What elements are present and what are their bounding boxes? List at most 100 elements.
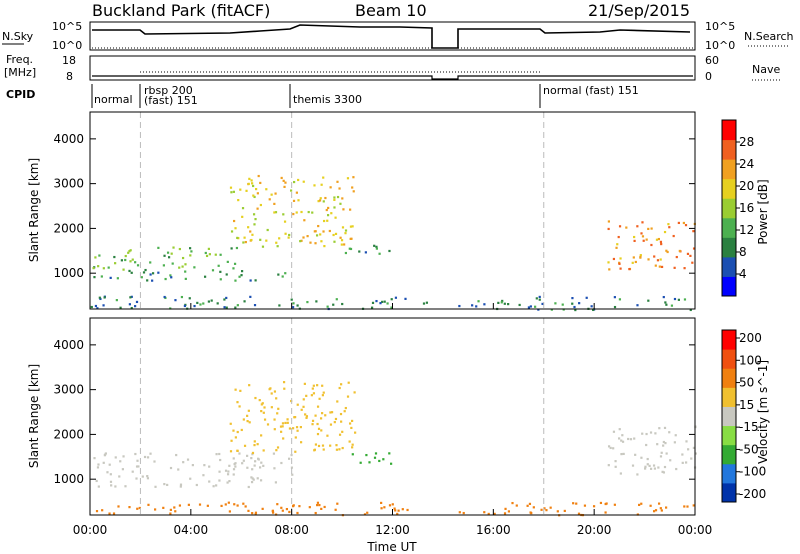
data-cell bbox=[607, 464, 610, 467]
nsky-label: N.Sky bbox=[2, 30, 34, 43]
data-cell bbox=[259, 203, 262, 207]
data-cell bbox=[669, 459, 672, 462]
data-cell bbox=[229, 450, 233, 453]
data-cell bbox=[662, 295, 665, 299]
data-cell bbox=[323, 505, 326, 509]
data-cell bbox=[225, 273, 228, 276]
data-cell bbox=[320, 183, 323, 186]
data-cell bbox=[507, 510, 511, 513]
data-cell bbox=[326, 434, 329, 437]
data-cell bbox=[681, 453, 684, 456]
data-cell bbox=[97, 485, 100, 488]
data-cell bbox=[256, 443, 259, 446]
data-cell bbox=[268, 388, 271, 391]
data-cell bbox=[563, 509, 566, 513]
data-cell bbox=[310, 394, 313, 397]
data-cell bbox=[146, 474, 149, 478]
data-cell bbox=[230, 230, 234, 233]
data-cell bbox=[622, 452, 625, 456]
data-cell bbox=[312, 384, 315, 387]
data-cell bbox=[299, 240, 302, 243]
data-cell bbox=[353, 391, 356, 394]
data-cell bbox=[243, 444, 247, 447]
data-cell bbox=[653, 467, 657, 470]
data-cell bbox=[274, 192, 277, 195]
x-tick-label: 16:00 bbox=[476, 523, 511, 537]
data-cell bbox=[341, 446, 344, 450]
data-cell bbox=[683, 267, 686, 270]
colorbar-tick-label: -200 bbox=[739, 487, 766, 501]
data-cell bbox=[321, 444, 325, 447]
data-cell bbox=[313, 230, 316, 233]
data-cell bbox=[692, 230, 695, 233]
data-cell bbox=[333, 198, 336, 202]
data-cell bbox=[608, 268, 611, 271]
data-cell bbox=[654, 509, 658, 512]
data-cell bbox=[223, 298, 226, 301]
data-cell bbox=[636, 473, 639, 476]
data-cell bbox=[618, 298, 622, 301]
data-cell bbox=[641, 221, 644, 224]
data-cell bbox=[109, 473, 112, 476]
data-cell bbox=[341, 302, 344, 306]
data-cell bbox=[677, 221, 680, 225]
data-cell bbox=[657, 466, 660, 469]
data-cell bbox=[242, 502, 245, 505]
data-cell bbox=[275, 449, 278, 452]
data-cell bbox=[215, 453, 218, 456]
colorbar-tick-label: 12 bbox=[739, 223, 754, 237]
data-cell bbox=[634, 260, 637, 264]
data-cell bbox=[314, 414, 317, 417]
data-cell bbox=[184, 277, 187, 280]
data-cell bbox=[657, 502, 661, 505]
data-cell bbox=[130, 271, 133, 274]
data-cell bbox=[282, 179, 285, 182]
data-cell bbox=[280, 176, 283, 180]
data-cell bbox=[169, 274, 172, 277]
data-cell bbox=[541, 302, 544, 306]
data-cell bbox=[287, 236, 290, 239]
data-cell bbox=[169, 307, 172, 310]
data-cell bbox=[288, 510, 291, 514]
data-cell bbox=[618, 437, 621, 440]
data-cell bbox=[218, 479, 221, 482]
data-cell bbox=[631, 464, 635, 467]
data-cell bbox=[322, 200, 325, 203]
nave-tick-top: 60 bbox=[705, 54, 719, 67]
data-cell bbox=[228, 464, 231, 467]
colorbar-swatch bbox=[722, 387, 736, 407]
data-cell bbox=[249, 295, 252, 298]
data-cell bbox=[590, 305, 593, 308]
data-cell bbox=[511, 501, 514, 505]
data-cell bbox=[219, 458, 222, 462]
data-cell bbox=[235, 246, 239, 250]
data-cell bbox=[340, 383, 343, 386]
data-cell bbox=[95, 479, 98, 483]
data-cell bbox=[694, 452, 697, 455]
colorbar-swatch bbox=[722, 120, 736, 141]
data-cell bbox=[692, 504, 695, 507]
data-cell bbox=[664, 301, 667, 304]
data-cell bbox=[317, 427, 321, 430]
data-cell bbox=[347, 381, 350, 384]
data-cell bbox=[273, 390, 277, 393]
data-cell bbox=[620, 439, 623, 442]
data-cell bbox=[627, 437, 630, 441]
data-cell bbox=[283, 220, 287, 223]
data-cell bbox=[149, 452, 152, 455]
data-cell bbox=[375, 299, 378, 303]
data-cell bbox=[633, 235, 636, 239]
data-cell bbox=[532, 506, 535, 509]
data-cell bbox=[250, 179, 253, 182]
data-cell bbox=[344, 232, 347, 235]
data-cell bbox=[373, 456, 377, 459]
cpid-label: CPID bbox=[6, 88, 35, 101]
data-cell bbox=[243, 236, 246, 239]
power-colorbar-label: Power [dB] bbox=[756, 179, 770, 244]
data-cell bbox=[607, 261, 610, 264]
data-cell bbox=[248, 384, 251, 387]
data-cell bbox=[195, 483, 198, 487]
data-cell bbox=[390, 298, 393, 301]
data-cell bbox=[311, 211, 314, 214]
data-cell bbox=[130, 295, 133, 298]
